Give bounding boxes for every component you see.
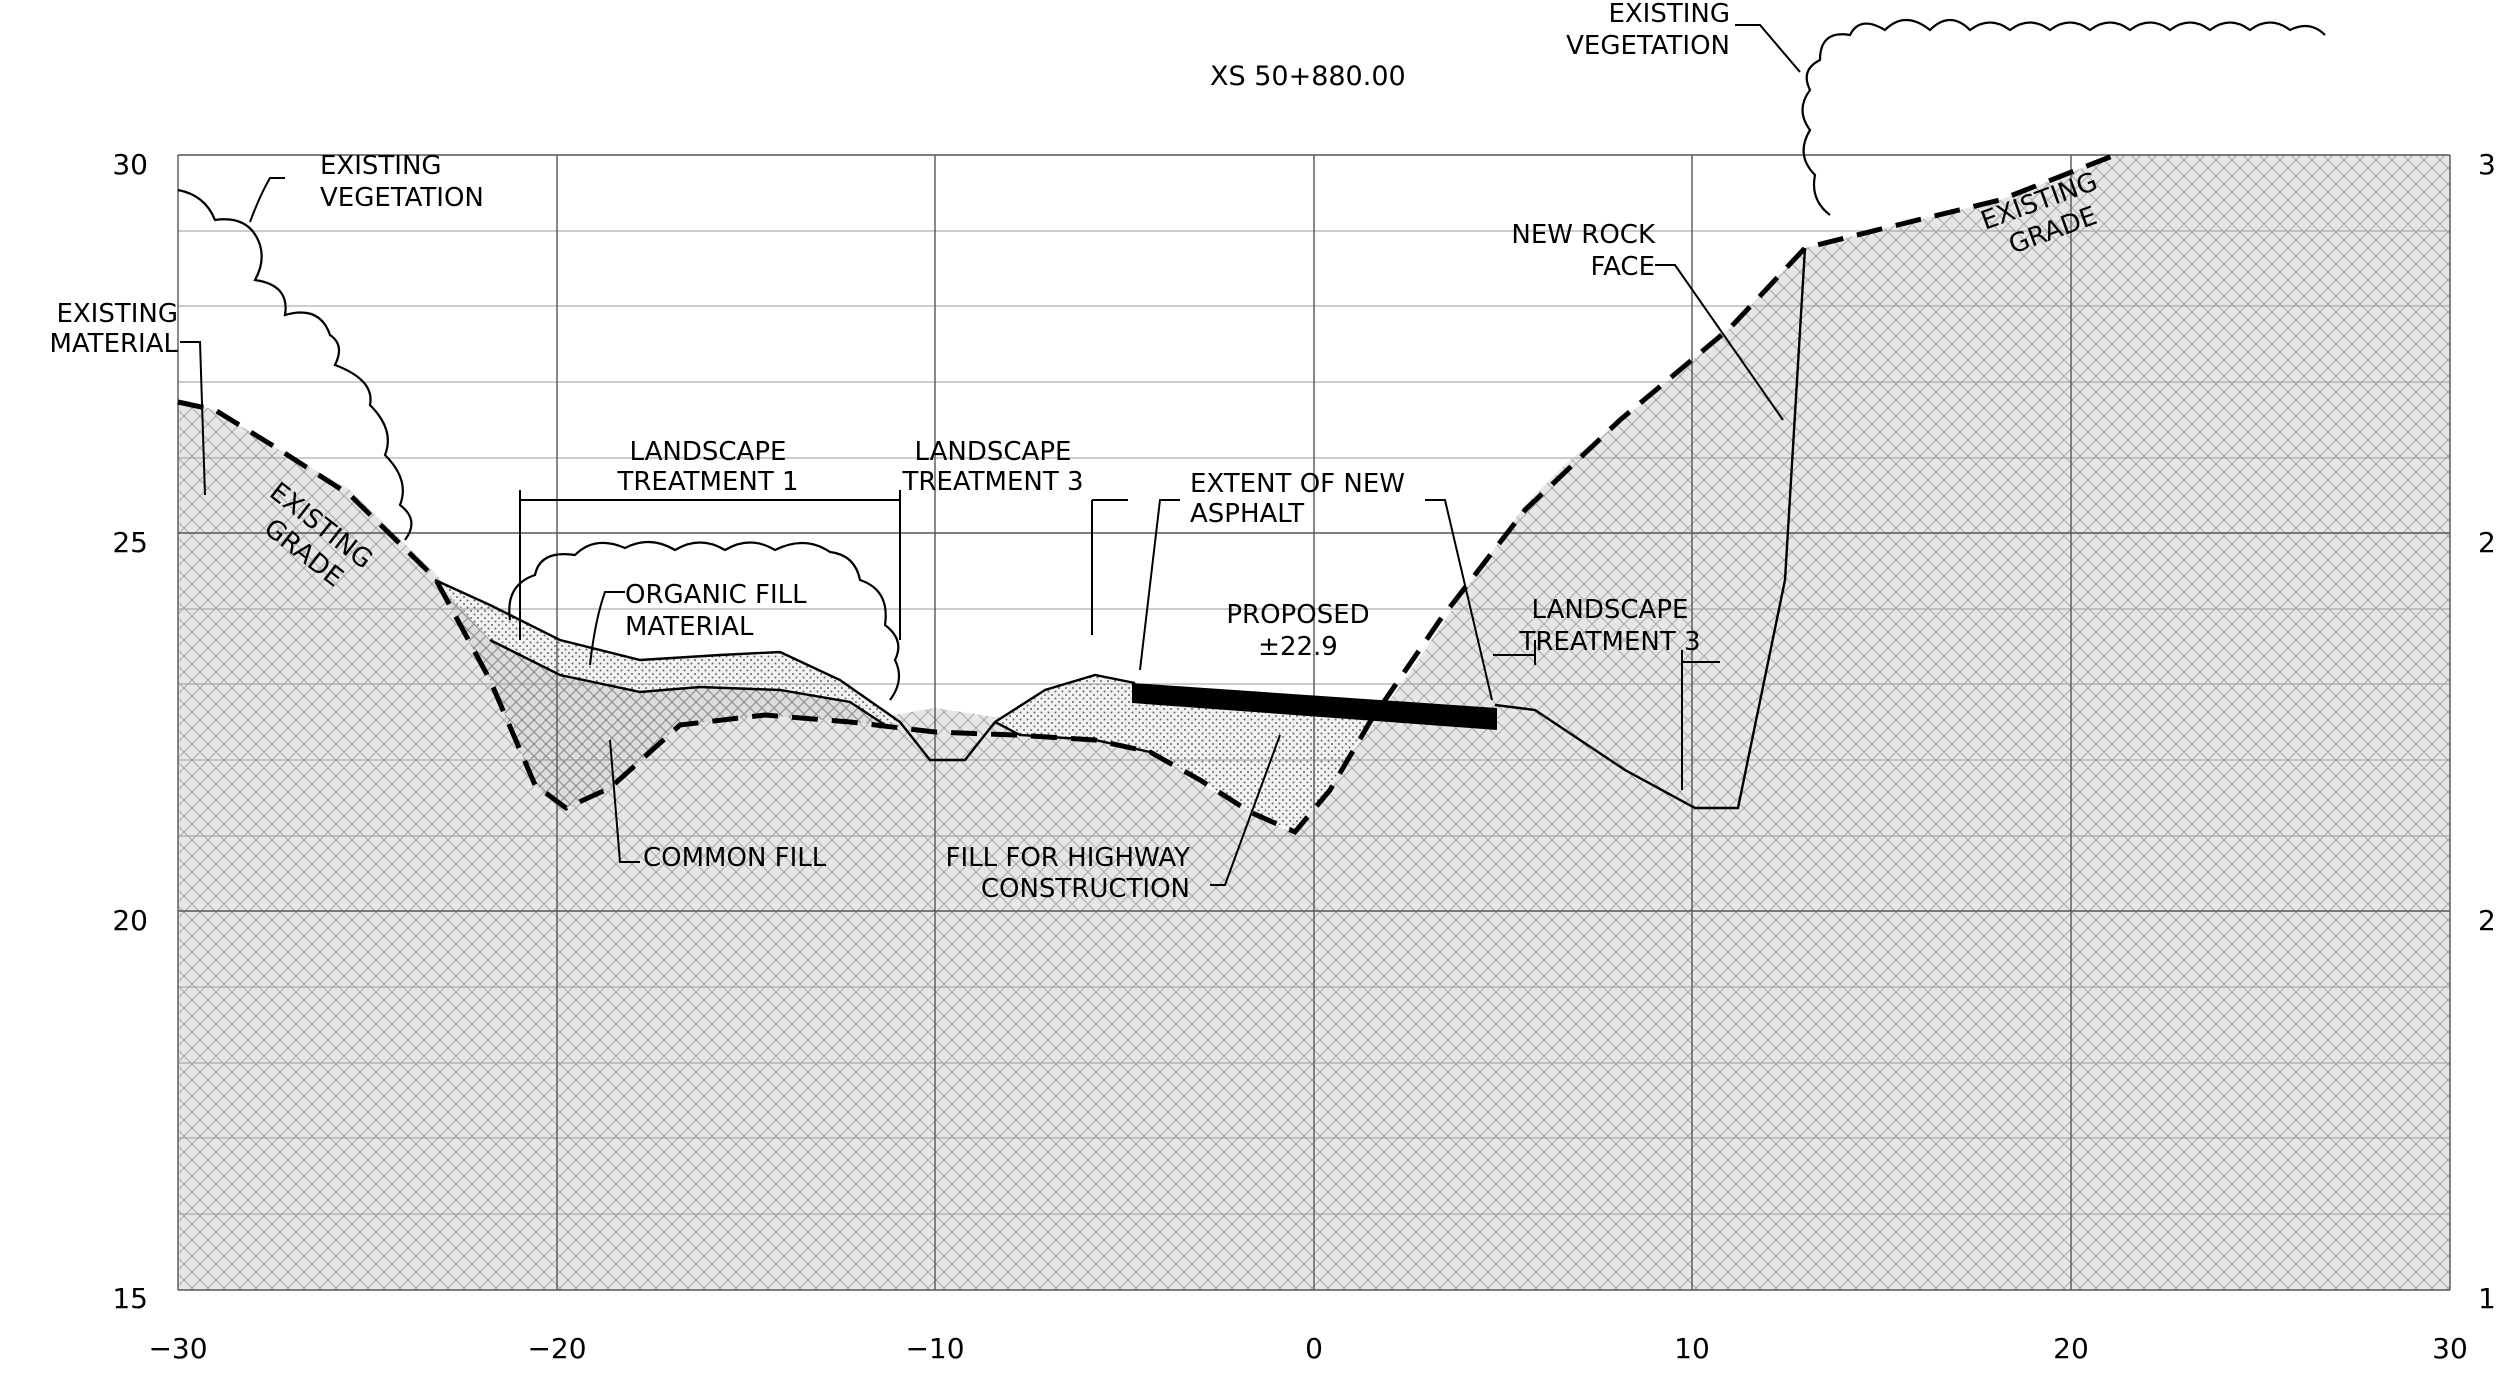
vegetation-cloud-left (177, 188, 413, 541)
existing-material-label: EXISTING (56, 299, 178, 329)
x-axis-tick-labels: −30 −20 −10 0 10 20 30 (148, 1332, 2467, 1365)
y-axis-tick-labels-right: 3 2 2 1 (2478, 148, 2496, 1315)
landscape-treatment-3-left-label: TREATMENT 3 (901, 467, 1083, 497)
organic-fill-area (435, 580, 900, 725)
existing-vegetation-right-label: EXISTING (1608, 0, 1730, 29)
leader-lines (180, 24, 1801, 886)
vegetation-cloud-mid (508, 540, 901, 701)
fill-highway-construction-label: CONSTRUCTION (981, 874, 1190, 904)
existing-vegetation-left-label: EXISTING (320, 151, 442, 181)
existing-ground-area (178, 155, 2450, 1290)
landscape-treatment-3-right-label: TREATMENT 3 (1518, 627, 1700, 657)
highway-fill-outline (994, 720, 1151, 754)
x-tick-label: −10 (905, 1332, 964, 1365)
existing-vegetation-left-label: VEGETATION (320, 183, 484, 213)
x-tick-label: −30 (148, 1332, 207, 1365)
x-tick-label: 0 (1305, 1332, 1323, 1365)
landscape-treatment-3-left-label: LANDSCAPE (915, 437, 1072, 467)
proposed-grade-line-right (1494, 247, 1807, 810)
y-tick-label: 25 (112, 526, 148, 559)
x-tick-label: 20 (2053, 1332, 2089, 1365)
landscape-treatment-3-right-label: LANDSCAPE (1532, 595, 1689, 625)
existing-vegetation-right-label: VEGETATION (1566, 31, 1730, 61)
extent-new-asphalt-label: ASPHALT (1190, 499, 1304, 529)
fill-highway-construction-label: FILL FOR HIGHWAY (946, 843, 1191, 873)
x-tick-label: −20 (527, 1332, 586, 1365)
common-fill-label: COMMON FILL (643, 843, 827, 873)
vegetation-cloud-right (1801, 18, 2326, 216)
existing-material-label: MATERIAL (49, 329, 178, 359)
common-fill-area (435, 580, 885, 808)
new-rock-face-label: NEW ROCK (1511, 220, 1656, 250)
landscape-treatment-1-label: LANDSCAPE (630, 437, 787, 467)
y-tick-label-right: 3 (2478, 148, 2496, 181)
y-tick-label: 20 (112, 904, 148, 937)
section-title: XS 50+880.00 (1210, 61, 1406, 92)
new-rock-face-label: FACE (1591, 252, 1655, 282)
x-tick-label: 30 (2432, 1332, 2468, 1365)
y-tick-label: 15 (112, 1282, 148, 1315)
y-tick-label-right: 2 (2478, 526, 2496, 559)
y-axis-tick-labels-left: 30 25 20 15 (112, 148, 148, 1315)
y-tick-label: 30 (112, 148, 148, 181)
annotation-labels: EXISTING VEGETATION EXISTING MATERIAL EX… (49, 0, 2101, 904)
new-asphalt-slab (1132, 683, 1497, 730)
landscape-treatment-1-label: TREATMENT 1 (616, 467, 798, 497)
grid (177, 154, 2451, 1291)
proposed-elevation-label: ±22.9 (1258, 632, 1338, 662)
organic-fill-label: ORGANIC FILL (625, 580, 807, 610)
y-tick-label-right: 1 (2478, 1282, 2496, 1315)
proposed-elevation-label: PROPOSED (1226, 600, 1369, 630)
proposed-grade-line (434, 578, 1136, 762)
x-tick-label: 10 (1674, 1332, 1710, 1365)
highway-fill-area (995, 675, 1370, 832)
y-tick-label-right: 2 (2478, 904, 2496, 937)
extent-new-asphalt-label: EXTENT OF NEW (1190, 469, 1405, 499)
organic-fill-bottom-line (489, 638, 886, 727)
organic-fill-label: MATERIAL (625, 612, 754, 642)
